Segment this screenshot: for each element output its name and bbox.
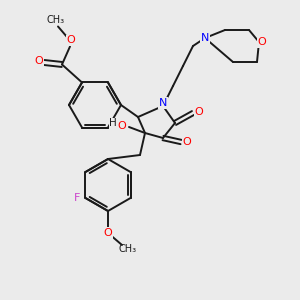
Text: O: O	[183, 137, 191, 147]
Text: O: O	[67, 35, 75, 46]
Text: O: O	[103, 228, 112, 238]
Text: O: O	[258, 37, 266, 47]
Text: CH₃: CH₃	[47, 16, 65, 26]
Text: N: N	[201, 33, 209, 43]
Text: H: H	[109, 118, 117, 128]
Text: O: O	[34, 56, 43, 67]
Text: CH₃: CH₃	[119, 244, 137, 254]
Text: O: O	[118, 121, 126, 131]
Text: F: F	[74, 193, 81, 203]
Text: O: O	[195, 107, 203, 117]
Text: N: N	[159, 98, 167, 108]
